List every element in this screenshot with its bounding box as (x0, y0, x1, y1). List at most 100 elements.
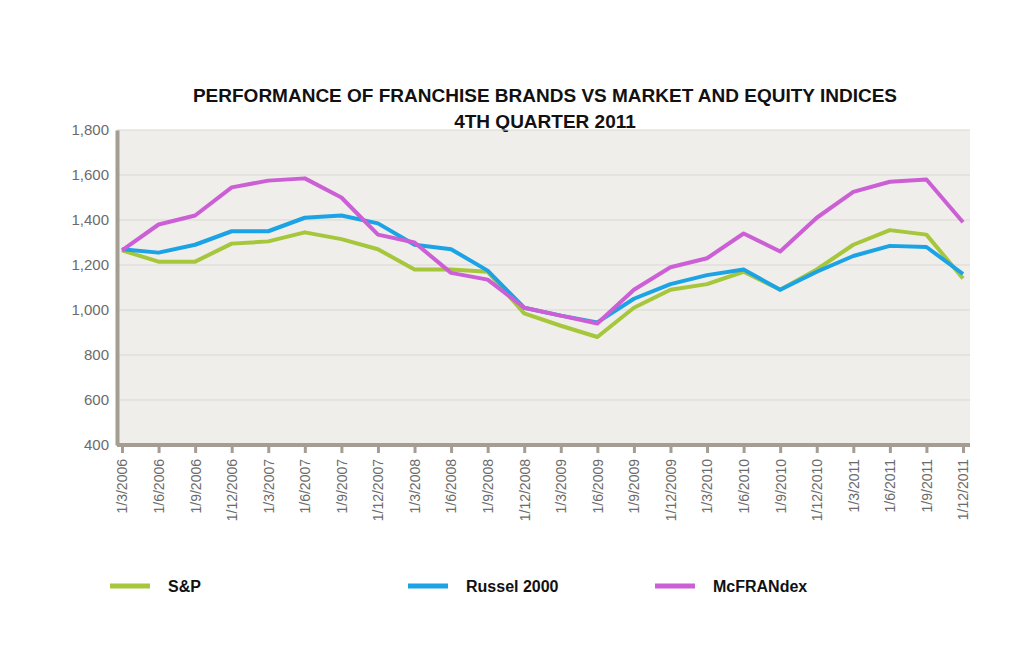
x-tick-label: 1/6/2007 (297, 459, 313, 514)
x-axis-line (117, 443, 970, 447)
x-tick-mark (121, 445, 124, 453)
x-tick-label: 1/3/2006 (114, 459, 130, 514)
x-tick-label: 1/3/2009 (553, 459, 569, 514)
x-tick: 1/3/2009 (553, 445, 569, 514)
plot-background (117, 130, 970, 445)
grid-line (117, 265, 970, 266)
x-tick-mark (414, 445, 417, 453)
x-tick: 1/12/2008 (517, 445, 533, 521)
y-tick-label: 1,000 (71, 301, 109, 318)
x-tick-label: 1/9/2006 (188, 459, 204, 514)
x-tick: 1/9/2006 (188, 445, 204, 514)
y-axis-line (116, 131, 120, 446)
x-tick-mark (194, 445, 197, 453)
x-tick-mark (669, 445, 672, 453)
x-tick: 1/6/2011 (882, 445, 898, 512)
legend-swatch (408, 584, 448, 589)
x-tick-label: 1/12/2006 (224, 459, 240, 521)
grid-line (117, 445, 970, 446)
x-tick-mark (596, 445, 599, 453)
x-tick-mark (231, 445, 234, 453)
x-tick-label: 1/3/2008 (407, 459, 423, 514)
legend-item: McFRANdex (655, 578, 807, 595)
x-tick: 1/9/2009 (626, 445, 642, 514)
legend-label: McFRANdex (713, 578, 807, 595)
y-tick: 600 (84, 391, 117, 408)
x-tick-label: 1/12/2011 (955, 459, 971, 520)
y-tick-label: 400 (84, 436, 109, 453)
x-tick-mark (267, 445, 270, 453)
x-tick-label: 1/9/2010 (773, 459, 789, 514)
x-tick: 1/6/2009 (590, 445, 606, 514)
x-tick-mark (487, 445, 490, 453)
y-tick-label: 600 (84, 391, 109, 408)
x-tick-label: 1/6/2011 (882, 459, 898, 513)
x-tick-label: 1/9/2007 (334, 459, 350, 514)
grid-line (117, 400, 970, 401)
x-tick-mark (304, 445, 307, 453)
y-tick: 1,200 (71, 256, 117, 273)
series-group (122, 178, 963, 337)
chart: PERFORMANCE OF FRANCHISE BRANDS VS MARKE… (0, 0, 1024, 649)
legend-label: S&P (168, 578, 201, 595)
x-tick-mark (633, 445, 636, 453)
x-tick-mark (852, 445, 855, 453)
x-tick: 1/6/2008 (443, 445, 459, 514)
x-tick-mark (340, 445, 343, 453)
grid (117, 130, 970, 445)
y-tick: 400 (84, 436, 117, 453)
x-tick-mark (743, 445, 746, 453)
y-tick-label: 1,800 (71, 121, 109, 138)
legend-item: S&P (110, 578, 201, 595)
x-tick-mark (816, 445, 819, 453)
x-tick: 1/9/2007 (334, 445, 350, 514)
y-axis: 400 600 800 1,000 1,200 1,400 1,600 1,800 (71, 121, 117, 453)
x-tick-label: 1/12/2008 (517, 459, 533, 521)
grid-line (117, 220, 970, 221)
x-tick-label: 1/6/2006 (151, 459, 167, 514)
y-tick: 1,800 (71, 121, 117, 138)
x-tick-mark (962, 445, 965, 453)
x-tick: 1/12/2007 (370, 445, 386, 521)
x-tick-label: 1/9/2011 (919, 459, 935, 513)
x-tick-label: 1/6/2010 (736, 459, 752, 514)
chart-title: PERFORMANCE OF FRANCHISE BRANDS VS MARKE… (193, 85, 897, 106)
series-line (122, 216, 963, 323)
x-tick-mark (377, 445, 380, 453)
x-tick-label: 1/6/2008 (443, 459, 459, 514)
x-tick: 1/3/2006 (114, 445, 130, 514)
x-tick-mark (889, 445, 892, 453)
legend-label: Russel 2000 (466, 578, 559, 595)
series-line (122, 178, 963, 323)
y-tick: 800 (84, 346, 117, 363)
grid-line (117, 130, 970, 131)
x-tick-label: 1/12/2007 (370, 459, 386, 521)
x-axis: 1/3/2006 1/6/2006 1/9/2006 1/12/2006 1/3/200… (114, 445, 971, 521)
legend: S&P Russel 2000 McFRANdex (110, 578, 807, 595)
x-tick: 1/3/2008 (407, 445, 423, 514)
x-tick-label: 1/12/2010 (809, 459, 825, 521)
chart-subtitle: 4TH QUARTER 2011 (454, 111, 636, 132)
y-tick-label: 1,600 (71, 166, 109, 183)
x-tick-mark (706, 445, 709, 453)
x-tick: 1/3/2007 (261, 445, 277, 514)
x-tick: 1/9/2008 (480, 445, 496, 514)
x-tick-label: 1/3/2011 (846, 459, 862, 513)
x-tick-mark (779, 445, 782, 453)
x-tick-label: 1/9/2008 (480, 459, 496, 514)
x-tick: 1/3/2010 (699, 445, 715, 514)
x-tick: 1/6/2010 (736, 445, 752, 514)
x-tick: 1/9/2011 (919, 445, 935, 512)
x-tick-mark (158, 445, 161, 453)
grid-line (117, 175, 970, 176)
y-tick-label: 800 (84, 346, 109, 363)
x-tick: 1/12/2010 (809, 445, 825, 521)
x-tick-label: 1/3/2010 (699, 459, 715, 514)
y-tick: 1,600 (71, 166, 117, 183)
y-tick: 1,400 (71, 211, 117, 228)
x-tick-label: 1/6/2009 (590, 459, 606, 514)
grid-line (117, 355, 970, 356)
y-tick-label: 1,200 (71, 256, 109, 273)
x-tick-label: 1/3/2007 (261, 459, 277, 514)
x-tick: 1/12/2006 (224, 445, 240, 521)
